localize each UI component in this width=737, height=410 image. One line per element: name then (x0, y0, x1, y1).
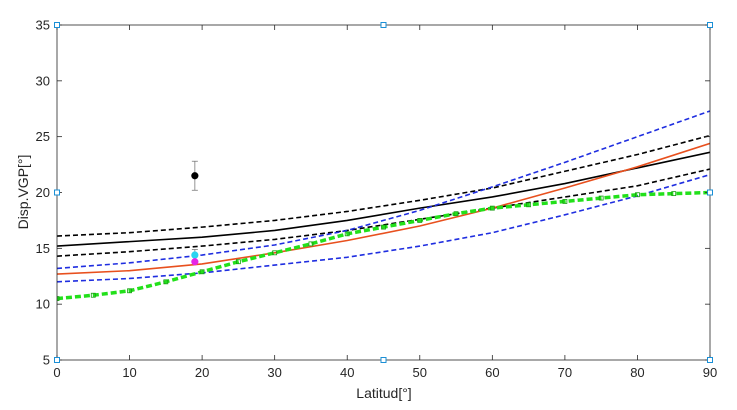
series-7-marker (562, 199, 568, 204)
series-7-marker (272, 250, 278, 256)
x-tick-label: 40 (340, 365, 354, 380)
axes: 0 10 20 30 40 50 60 70 80 90 5 10 15 20 25 30 35 (36, 18, 718, 381)
y-tick-label: 20 (36, 185, 50, 200)
x-tick-label: 60 (485, 365, 499, 380)
series-7-marker (526, 202, 532, 208)
x-tick-label: 50 (413, 365, 427, 380)
resize-handle[interactable] (707, 357, 713, 363)
series-7-marker (57, 296, 60, 301)
series-line-7 (57, 190, 710, 301)
x-tick-label: 10 (122, 365, 136, 380)
y-tick-label: 25 (36, 129, 50, 144)
x-axis-title: Latitud[°] (356, 385, 411, 401)
series-line-4 (57, 142, 710, 275)
series-7-marker (163, 279, 169, 285)
resize-handle[interactable] (54, 189, 60, 196)
series-line-6 (57, 173, 710, 283)
series-7-marker (598, 195, 604, 201)
series-7-marker (453, 211, 459, 217)
series-7-marker (635, 192, 640, 198)
resize-handle[interactable] (380, 22, 387, 28)
x-tick-label: 20 (195, 365, 209, 380)
y-tick-label: 35 (36, 18, 50, 33)
series-7-marker (417, 218, 423, 223)
data-point-3 (191, 258, 199, 266)
series-7-marker (381, 224, 386, 230)
resize-handle[interactable] (54, 22, 60, 28)
y-tick-label: 5 (43, 353, 50, 368)
resize-handle[interactable] (380, 357, 387, 363)
y-tick-label: 15 (36, 241, 50, 256)
resize-handle[interactable] (707, 189, 713, 196)
x-tick-label: 80 (630, 365, 644, 380)
series-7-marker (199, 269, 205, 275)
series-7-marker (90, 292, 96, 298)
series-group (57, 110, 710, 301)
resize-handle[interactable] (707, 22, 713, 28)
series-7-marker (671, 191, 677, 197)
series-7-marker (127, 288, 132, 294)
series-line-5 (57, 110, 710, 270)
y-axis-title: Disp.VGP[°] (15, 155, 31, 230)
series-line-1 (57, 151, 710, 247)
series-line-2 (57, 134, 710, 237)
x-tick-label: 0 (53, 365, 60, 380)
x-tick-label: 70 (558, 365, 572, 380)
x-tick-label: 30 (267, 365, 281, 380)
series-7-marker (489, 205, 495, 211)
series-7-marker (308, 241, 314, 247)
data-point-1 (191, 172, 199, 180)
x-tick-label: 90 (703, 365, 717, 380)
plot-area (57, 110, 710, 301)
data-point-2 (191, 251, 199, 259)
series-7-marker (235, 259, 241, 265)
y-tick-label: 30 (36, 73, 50, 88)
resize-handle[interactable] (54, 357, 60, 363)
y-tick-label: 10 (36, 297, 50, 312)
series-7-marker (344, 231, 350, 237)
